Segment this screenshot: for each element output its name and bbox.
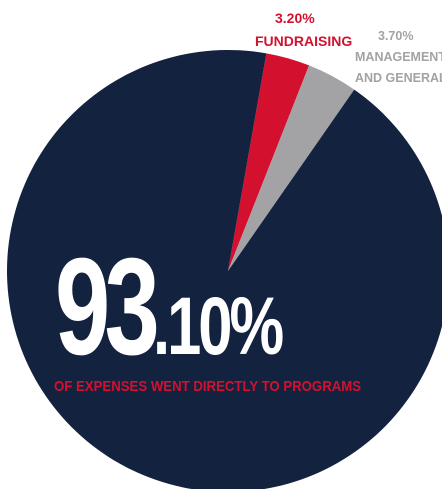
pie-slice-programs [7, 50, 442, 489]
management-category-label-line1: MANAGEMENT [355, 50, 442, 64]
programs-headline-percent: 93.10% [55, 238, 323, 376]
management-category-label-line2: AND GENERAL [355, 71, 442, 85]
programs-caption: OF EXPENSES WENT DIRECTLY TO PROGRAMS [54, 378, 362, 395]
pie-slice-management [228, 65, 355, 271]
pie-slice-fundraising [228, 53, 310, 271]
programs-percent-decimal: .10% [152, 281, 284, 372]
programs-percent-integer: 93 [55, 230, 160, 384]
fundraising-percent-label: 3.20% [275, 10, 315, 26]
management-percent-label: 3.70% [378, 29, 414, 43]
fundraising-category-label: FUNDRAISING [255, 33, 353, 49]
